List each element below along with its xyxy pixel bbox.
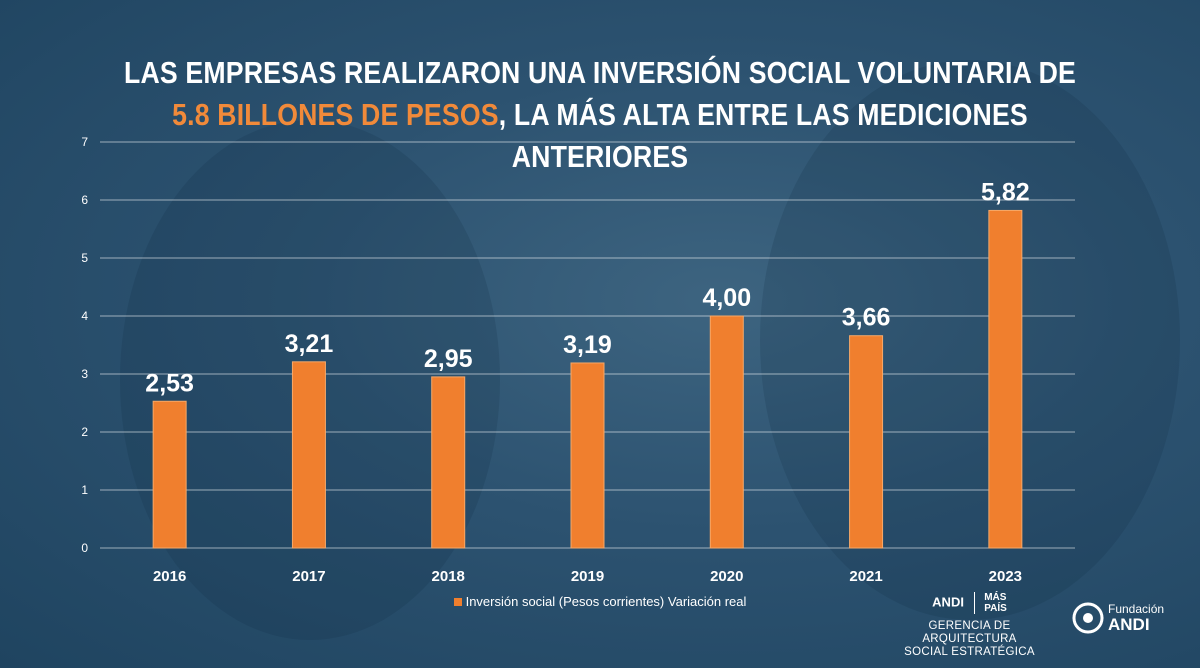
- x-tick-label-2019: 2019: [571, 568, 604, 585]
- fundacion-label: Fundación: [1108, 602, 1165, 616]
- title-part-1: LAS EMPRESAS REALIZARON UNA INVERSIÓN SO…: [123, 55, 1077, 90]
- y-tick-label-1: 1: [81, 483, 88, 497]
- data-label-2020: 4,00: [702, 284, 751, 312]
- fundacion-andi-label: ANDI: [1108, 615, 1150, 634]
- mas-text: MÁS: [984, 592, 1007, 603]
- bar-2023: [988, 209, 1023, 549]
- x-tick-label-2016: 2016: [153, 568, 186, 585]
- chart-title: LAS EMPRESAS REALIZARON UNA INVERSIÓN SO…: [118, 52, 1081, 178]
- y-tick-label-7: 7: [81, 135, 88, 149]
- data-label-2016: 2,53: [145, 369, 194, 397]
- fundacion-andi-logo: Fundación ANDI: [1070, 600, 1180, 650]
- x-tick-label-2017: 2017: [292, 568, 325, 585]
- y-tick-label-6: 6: [81, 193, 88, 207]
- x-tick-label-2023: 2023: [989, 568, 1022, 585]
- gerencia-text: GERENCIA DE ARQUITECTURA SOCIAL ESTRATÉG…: [882, 620, 1057, 659]
- data-label-2017: 3,21: [285, 330, 334, 358]
- data-label-2018: 2,95: [424, 345, 473, 373]
- gerencia-line-2: SOCIAL ESTRATÉGICA: [904, 646, 1035, 658]
- x-tick-label-2018: 2018: [432, 568, 465, 585]
- bar-2020: [709, 315, 744, 549]
- y-tick-label-0: 0: [81, 541, 88, 555]
- x-tick-label-2021: 2021: [849, 568, 882, 585]
- data-label-2023: 5,82: [981, 178, 1030, 206]
- gerencia-line-1: GERENCIA DE ARQUITECTURA: [922, 620, 1017, 645]
- title-part-2: , LA MÁS ALTA ENTRE LAS MEDICIONES ANTER…: [498, 97, 1028, 174]
- chart-legend: Inversión social (Pesos corrientes) Vari…: [0, 594, 1200, 609]
- bar-2019: [570, 362, 605, 549]
- andi-mas-pais-logo: ANDI MÁS PAÍS GERENCIA DE ARQUITECTURA S…: [882, 592, 1057, 659]
- footer-logos: ANDI MÁS PAÍS GERENCIA DE ARQUITECTURA S…: [882, 592, 1182, 662]
- fundacion-swirl-icon: [1072, 602, 1104, 634]
- mas-pais-stack: MÁS PAÍS: [984, 592, 1007, 614]
- bar-2018: [431, 376, 466, 549]
- background-figure-right: [760, 60, 1180, 620]
- logo-divider: [973, 592, 975, 614]
- y-tick-label-3: 3: [81, 367, 88, 381]
- title-highlight: 5.8 BILLONES DE PESOS: [172, 97, 499, 132]
- legend-swatch: [453, 597, 462, 606]
- y-tick-label-4: 4: [81, 309, 88, 323]
- y-tick-label-2: 2: [81, 425, 88, 439]
- bar-2017: [291, 361, 326, 549]
- bar-2021: [849, 335, 884, 549]
- data-label-2021: 3,66: [842, 304, 891, 332]
- legend-label: Inversión social (Pesos corrientes) Vari…: [465, 594, 747, 609]
- andi-logo-text: ANDI: [932, 594, 964, 610]
- x-tick-label-2020: 2020: [710, 568, 743, 585]
- bar-2016: [152, 400, 187, 549]
- y-tick-label-5: 5: [81, 251, 88, 265]
- data-label-2019: 3,19: [563, 331, 612, 359]
- pais-text: PAÍS: [984, 603, 1007, 614]
